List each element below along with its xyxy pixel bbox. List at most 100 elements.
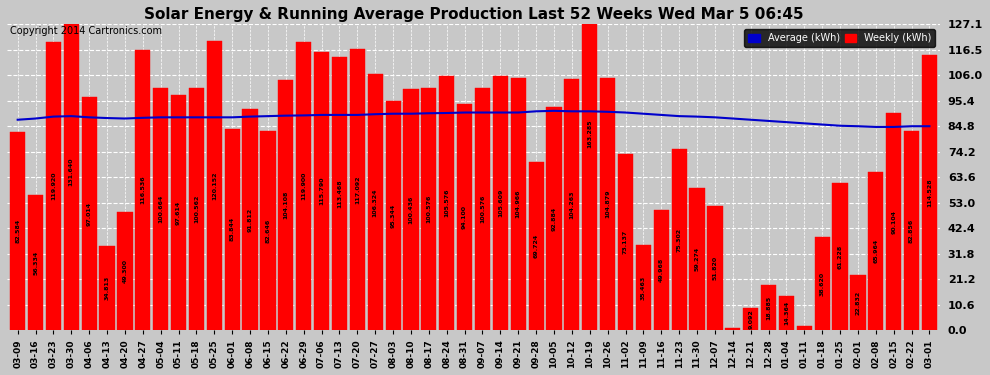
Bar xyxy=(726,328,741,330)
Bar xyxy=(529,162,544,330)
Text: 97.614: 97.614 xyxy=(176,201,181,225)
Text: 97.014: 97.014 xyxy=(87,201,92,226)
Bar xyxy=(422,88,437,330)
Text: 82.856: 82.856 xyxy=(909,218,914,243)
Bar xyxy=(743,308,758,330)
Text: 9.092: 9.092 xyxy=(748,309,753,329)
Text: 117.092: 117.092 xyxy=(354,175,359,204)
Text: 65.964: 65.964 xyxy=(873,239,878,263)
Bar xyxy=(171,95,186,330)
Text: 49.300: 49.300 xyxy=(123,259,128,283)
Bar xyxy=(296,42,311,330)
Text: 131.640: 131.640 xyxy=(68,158,74,186)
Text: 104.108: 104.108 xyxy=(283,191,288,219)
Text: 38.620: 38.620 xyxy=(820,272,825,296)
Text: 104.263: 104.263 xyxy=(569,190,574,219)
Bar xyxy=(653,210,669,330)
Text: 59.274: 59.274 xyxy=(695,247,700,271)
Text: 69.724: 69.724 xyxy=(534,234,539,258)
Bar xyxy=(582,0,597,330)
Text: 119.900: 119.900 xyxy=(301,172,306,200)
Text: 18.885: 18.885 xyxy=(766,296,771,320)
Text: 61.228: 61.228 xyxy=(838,244,842,268)
Text: 73.137: 73.137 xyxy=(623,230,628,254)
Text: 104.879: 104.879 xyxy=(605,190,610,218)
Bar xyxy=(136,50,150,330)
Bar xyxy=(922,55,938,330)
Bar xyxy=(349,49,365,330)
Bar xyxy=(600,78,615,330)
Text: 163.285: 163.285 xyxy=(587,120,592,148)
Text: 56.334: 56.334 xyxy=(33,250,38,274)
Text: 95.344: 95.344 xyxy=(391,203,396,228)
Bar xyxy=(475,88,490,330)
Text: 106.324: 106.324 xyxy=(372,188,378,216)
Bar xyxy=(779,296,794,330)
Text: 105.609: 105.609 xyxy=(498,189,503,217)
Bar xyxy=(81,97,97,330)
Text: 100.562: 100.562 xyxy=(194,195,199,223)
Bar xyxy=(707,206,723,330)
Bar xyxy=(207,41,222,330)
Bar xyxy=(28,195,44,330)
Bar xyxy=(403,88,419,330)
Bar xyxy=(904,131,919,330)
Bar xyxy=(385,101,401,330)
Text: 75.302: 75.302 xyxy=(676,228,682,252)
Bar xyxy=(761,285,776,330)
Text: 90.104: 90.104 xyxy=(891,210,896,234)
Text: Copyright 2014 Cartronics.com: Copyright 2014 Cartronics.com xyxy=(10,26,162,36)
Text: 94.100: 94.100 xyxy=(462,205,467,229)
Text: 100.664: 100.664 xyxy=(158,195,163,223)
Bar xyxy=(440,76,454,330)
Bar xyxy=(243,110,257,330)
Text: 100.576: 100.576 xyxy=(427,195,432,223)
Text: 115.790: 115.790 xyxy=(319,177,324,205)
Bar xyxy=(618,154,634,330)
Bar xyxy=(278,80,293,330)
Bar xyxy=(367,75,383,330)
Bar xyxy=(636,245,651,330)
Bar xyxy=(63,13,79,330)
Bar xyxy=(10,132,26,330)
Bar xyxy=(314,52,330,330)
Text: 34.813: 34.813 xyxy=(105,276,110,300)
Text: 51.820: 51.820 xyxy=(713,256,718,280)
Text: 91.812: 91.812 xyxy=(248,208,252,232)
Bar xyxy=(118,211,133,330)
Text: 83.844: 83.844 xyxy=(230,217,235,242)
Bar xyxy=(689,188,705,330)
Text: 92.884: 92.884 xyxy=(551,206,556,231)
Text: 100.576: 100.576 xyxy=(480,195,485,223)
Text: 82.646: 82.646 xyxy=(265,219,270,243)
Text: 14.364: 14.364 xyxy=(784,301,789,325)
Bar xyxy=(797,326,812,330)
Bar xyxy=(46,42,61,330)
Bar xyxy=(511,78,526,330)
Bar xyxy=(493,76,508,330)
Text: 116.536: 116.536 xyxy=(141,176,146,204)
Text: 120.152: 120.152 xyxy=(212,171,217,200)
Bar xyxy=(332,57,347,330)
Text: 100.436: 100.436 xyxy=(409,195,414,223)
Bar xyxy=(886,114,901,330)
Bar xyxy=(833,183,847,330)
Bar xyxy=(815,237,830,330)
Text: 35.463: 35.463 xyxy=(641,275,645,300)
Bar xyxy=(564,80,579,330)
Text: 119.920: 119.920 xyxy=(50,172,55,200)
Title: Solar Energy & Running Average Production Last 52 Weeks Wed Mar 5 06:45: Solar Energy & Running Average Productio… xyxy=(144,7,803,22)
Text: 114.528: 114.528 xyxy=(927,178,932,207)
Bar xyxy=(671,149,687,330)
Text: 104.966: 104.966 xyxy=(516,190,521,218)
Bar xyxy=(546,107,561,330)
Text: 22.832: 22.832 xyxy=(855,291,860,315)
Bar xyxy=(225,129,240,330)
Text: 105.576: 105.576 xyxy=(445,189,449,217)
Bar xyxy=(153,88,168,330)
Legend: Average (kWh), Weekly (kWh): Average (kWh), Weekly (kWh) xyxy=(744,29,936,47)
Bar xyxy=(189,88,204,330)
Text: 82.584: 82.584 xyxy=(15,219,20,243)
Text: 113.468: 113.468 xyxy=(337,179,342,208)
Bar xyxy=(457,104,472,330)
